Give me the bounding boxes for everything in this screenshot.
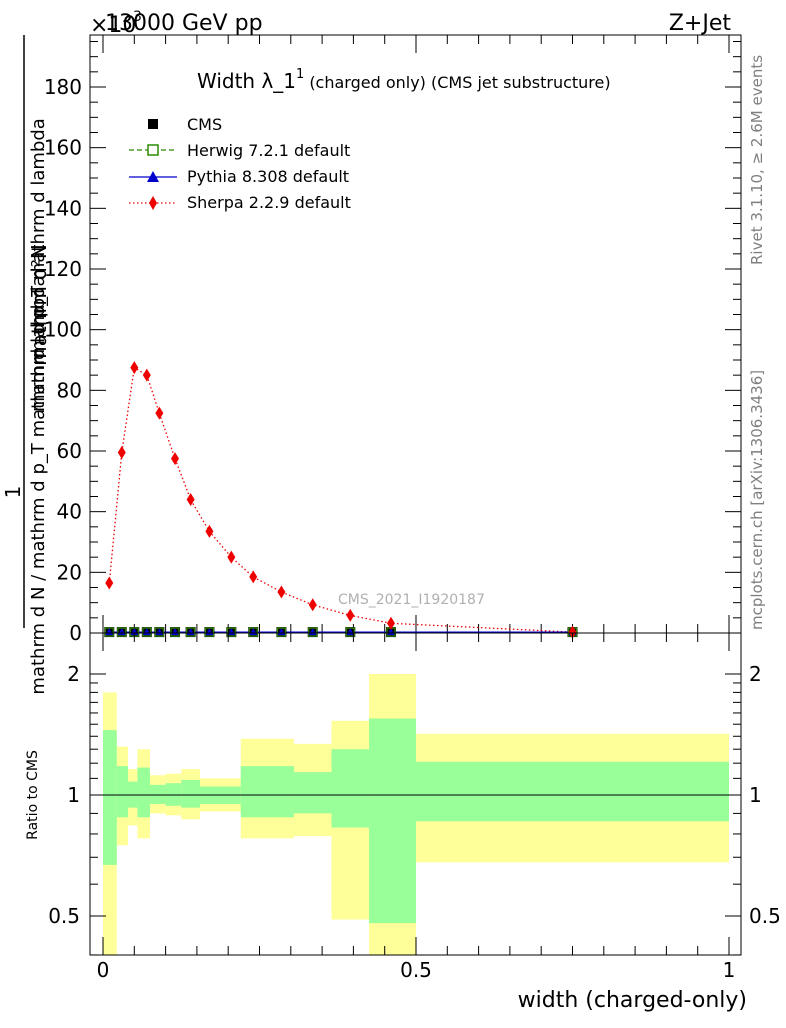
main-y-tick-label: 100 — [44, 318, 82, 342]
ylabel-denominator: mathrm d N / mathrm d p_T mathrm d lambd… — [28, 275, 49, 694]
ratio-y-tick-label: 2 — [67, 662, 80, 686]
ratio-ylabel: Ratio to CMS — [25, 750, 41, 840]
ylabel-upper-denominator: mathrm d p_T mathrm d lambda — [28, 118, 49, 412]
ratio-y-tick-label-right: 0.5 — [749, 904, 781, 928]
sherpa-data-point — [386, 616, 395, 630]
ratio-bands — [103, 674, 729, 955]
main-panel: 0 20 40 60 80 100 120 140 160 180 Width λ_11 (char… — [44, 34, 742, 645]
exponent-label: ×10 — [90, 13, 136, 38]
ratio-y-tick-label-right: 1 — [749, 783, 762, 807]
sherpa-data-point — [186, 493, 195, 507]
sherpa-data-point — [130, 361, 139, 375]
main-y-tick-label: 20 — [57, 560, 82, 584]
main-y-tick-label: 40 — [57, 500, 82, 524]
main-y-tick-label: 160 — [44, 136, 82, 160]
ratio-x-axis: 0 0.5 1 — [97, 633, 736, 982]
ylabel-upper: mathrm d²N — [27, 244, 51, 366]
sherpa-data-point — [249, 570, 258, 584]
ratio-y-tick-label-right: 2 — [749, 662, 762, 686]
sherpa-data-point — [105, 576, 114, 590]
ratio-panel: 0.5 0.51 12 2 0 0.5 1 Ratio to CMS width (cha… — [25, 632, 781, 1013]
ratio-band-inner — [149, 784, 166, 804]
plot-title-rest: (charged only) (CMS jet substructure) — [309, 73, 610, 92]
ratio-band-inner — [116, 766, 129, 818]
ratio-band-inner — [240, 766, 294, 818]
legend-marker-cms — [148, 119, 158, 129]
legend-label-pythia: Pythia 8.308 default — [187, 167, 349, 186]
main-y-tick-label: 80 — [57, 378, 82, 402]
main-y-axis: 0 20 40 60 80 100 120 140 160 180 — [44, 41, 741, 645]
xlabel: width (charged-only) — [518, 988, 747, 1013]
ratio-y-tick-label: 0.5 — [48, 904, 80, 928]
main-y-tick-label: 140 — [44, 196, 82, 220]
ratio-band-inner — [331, 749, 370, 828]
exponent-power: -3 — [128, 9, 142, 25]
ratio-x-tick-label: 0.5 — [400, 958, 432, 982]
plot-title: Width λ_11 (charged only) (CMS jet substr… — [197, 67, 611, 93]
ratio-y-axis: 0.5 0.5 1 1 2 2 — [48, 662, 781, 956]
main-y-tick-label: 60 — [57, 439, 82, 463]
sherpa-data-point — [227, 550, 236, 564]
ratio-band-inner — [293, 772, 332, 814]
ratio-band-inner — [103, 730, 117, 865]
ratio-band-inner — [137, 767, 150, 818]
sherpa-data-point — [568, 625, 577, 639]
main-y-label: 1 mathrm d²N mathrm d p_T mathrm d lambd… — [1, 35, 51, 695]
process-label: Z+Jet — [669, 11, 732, 36]
ratio-y-tick-label: 1 — [67, 783, 80, 807]
sherpa-data-point — [117, 446, 126, 460]
watermark: CMS_2021_I1920187 — [338, 592, 485, 608]
ratio-band-inner — [416, 761, 729, 822]
sherpa-data-point — [277, 585, 286, 599]
ratio-band-inner — [181, 779, 201, 808]
legend-label-sherpa: Sherpa 2.2.9 default — [187, 193, 351, 212]
sherpa-data-point — [170, 452, 179, 466]
legend-label-cms: CMS — [187, 115, 222, 134]
ratio-x-tick-label: 0 — [97, 958, 110, 982]
rivet-label: Rivet 3.1.10, ≥ 2.6M events — [748, 55, 766, 265]
ratio-x-tick-label: 1 — [723, 958, 736, 982]
ylabel-numerator: 1 — [1, 486, 25, 499]
sherpa-data-point — [155, 406, 164, 420]
legend-marker-pythia — [147, 171, 159, 182]
plot-title-main: Width λ_1 — [197, 69, 296, 93]
ratio-band-inner — [165, 783, 182, 806]
plot-title-sup: 1 — [296, 67, 304, 82]
main-y-tick-label: 180 — [44, 75, 82, 99]
energy-label: 13000 GeV pp — [105, 11, 263, 36]
sherpa-data-point — [308, 598, 317, 612]
legend: CMS Herwig 7.2.1 default Pythia 8.308 de… — [129, 115, 351, 212]
sherpa-data-point — [142, 368, 151, 382]
legend-marker-herwig — [147, 144, 159, 156]
sherpa-data-point — [346, 608, 355, 622]
ratio-band-inner — [369, 718, 416, 924]
sherpa-data-point — [205, 524, 214, 538]
legend-label-herwig: Herwig 7.2.1 default — [187, 141, 350, 160]
main-x-ticks — [102, 35, 730, 633]
main-y-tick-label: 120 — [44, 257, 82, 281]
mcplots-label: mcplots.cern.ch [arXiv:1306.3436] — [748, 370, 766, 630]
main-y-tick-label: 0 — [69, 621, 82, 645]
legend-marker-sherpa — [149, 196, 157, 210]
